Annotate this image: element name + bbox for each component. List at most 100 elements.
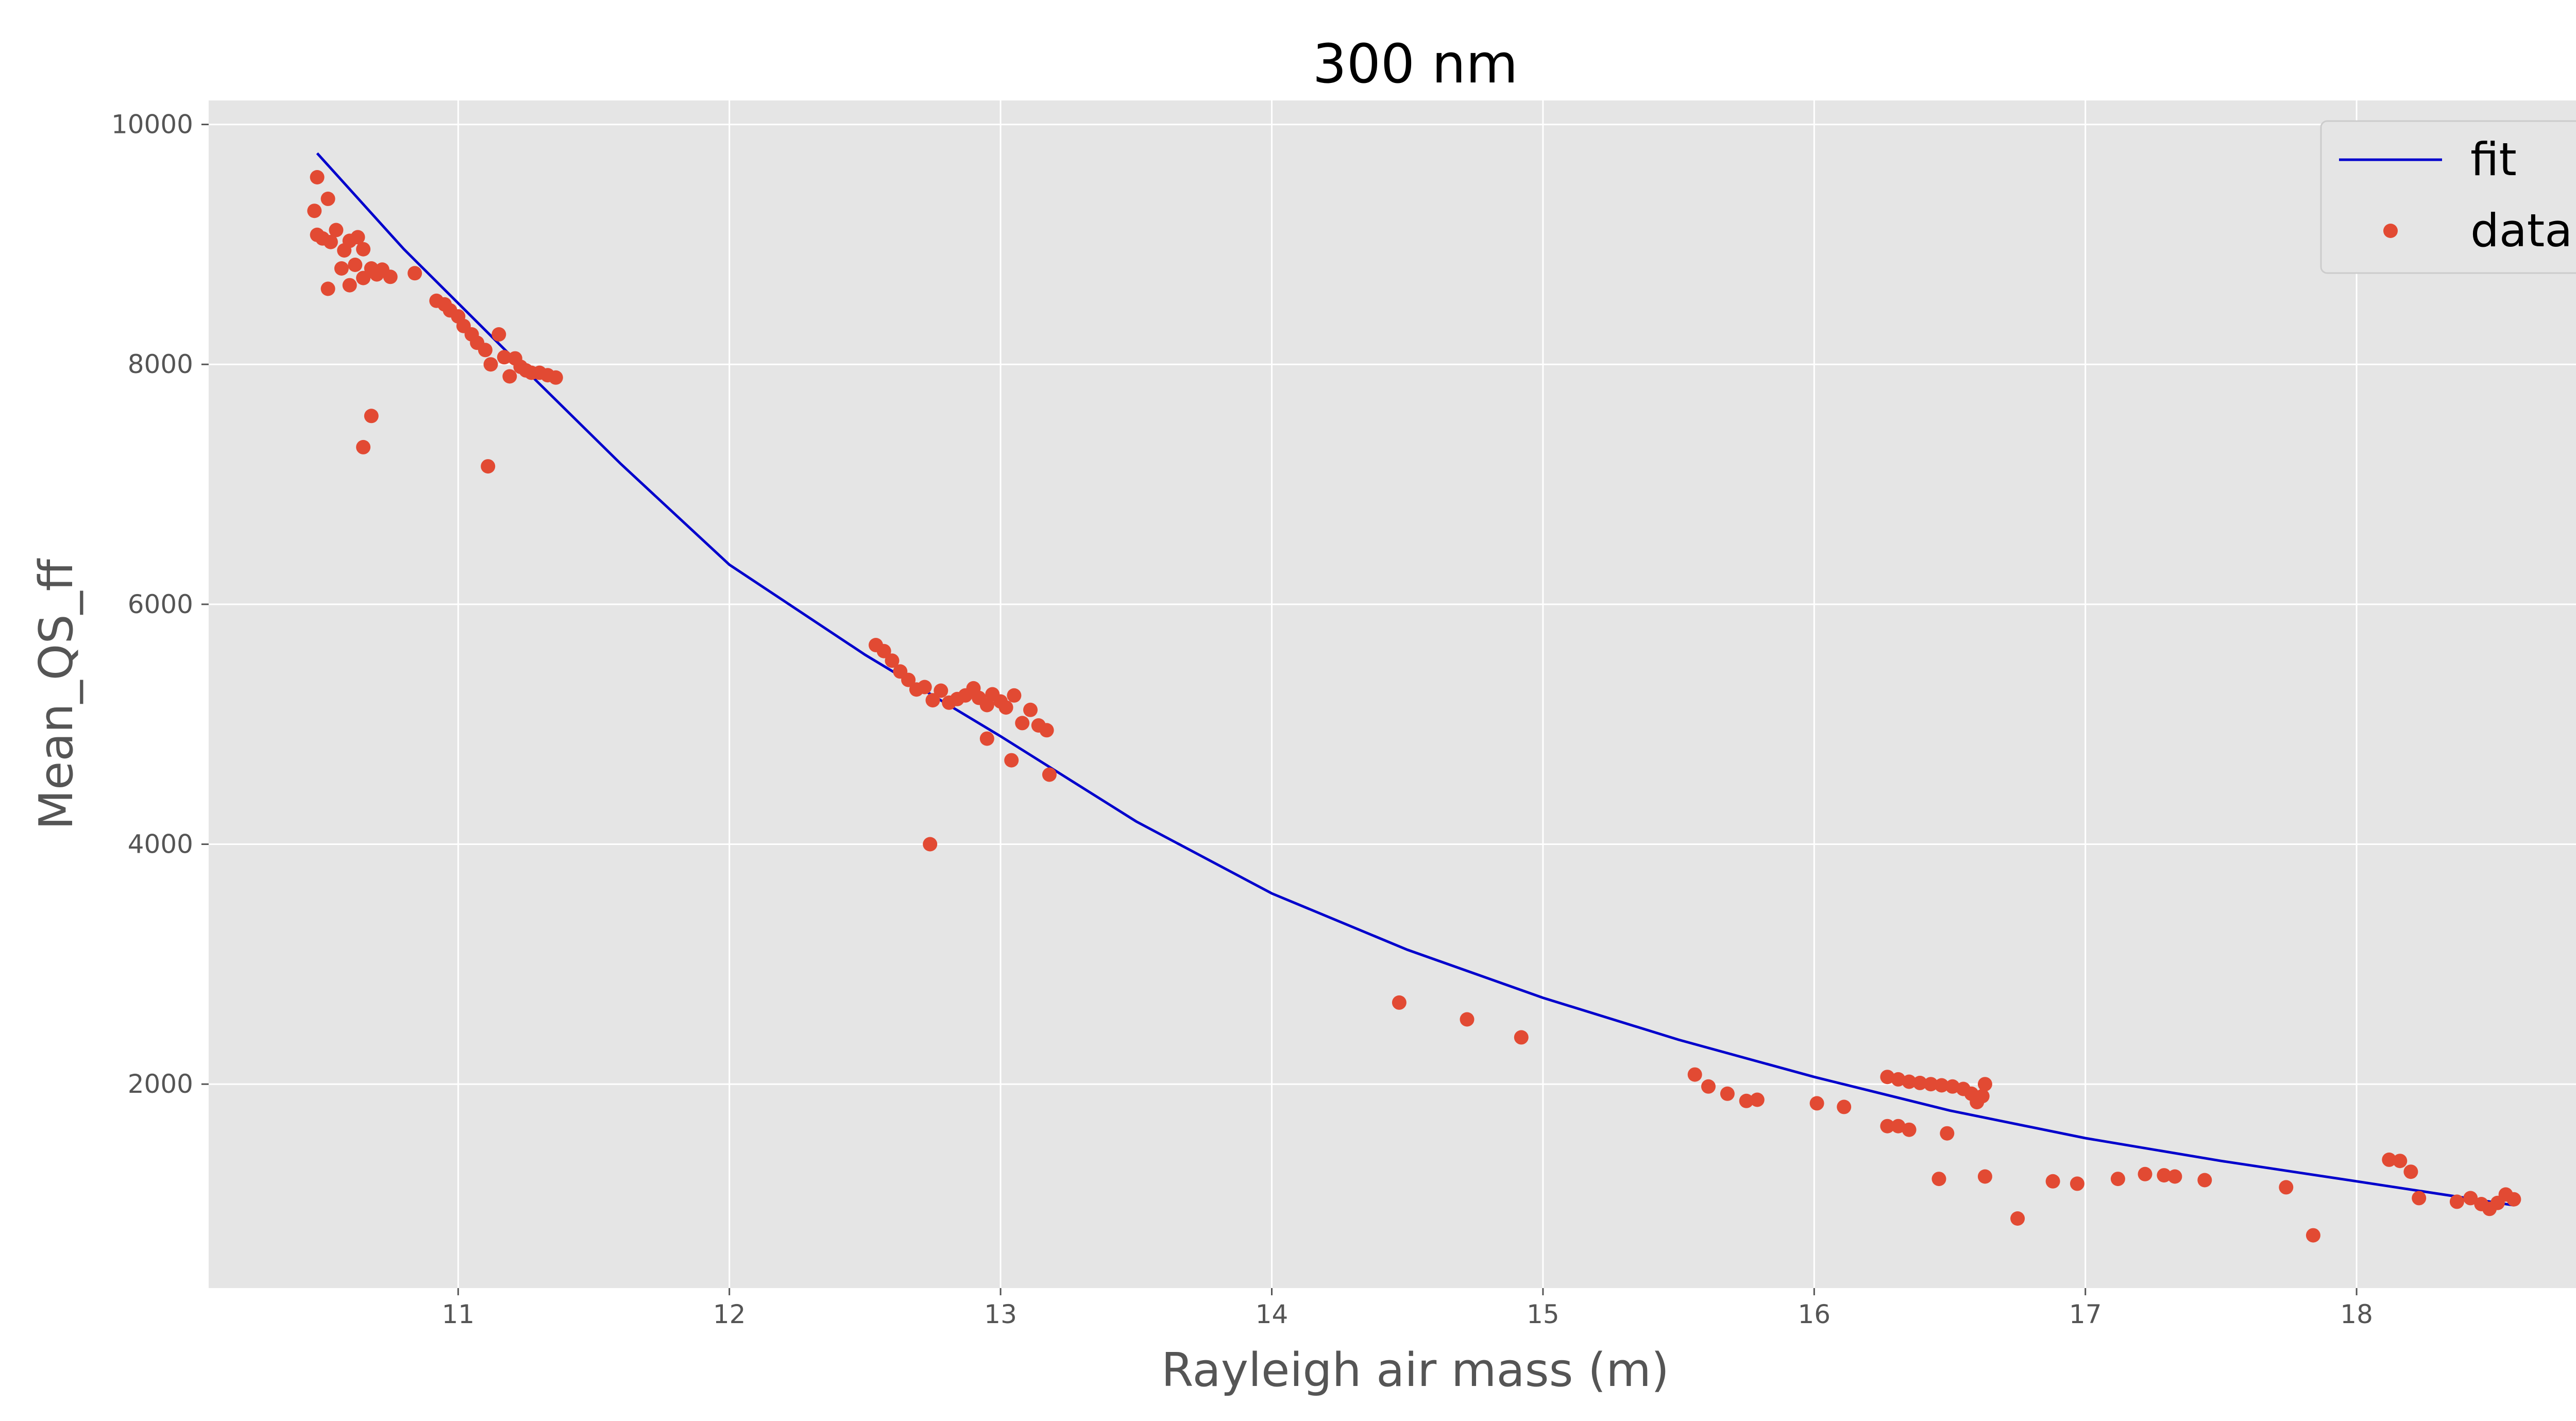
data-point: [383, 269, 398, 284]
data-point: [1880, 1119, 1895, 1134]
data-point: [1750, 1092, 1765, 1107]
data-point: [548, 370, 563, 385]
data-point: [2010, 1211, 2025, 1226]
data-point: [492, 327, 506, 342]
data-point: [1392, 995, 1406, 1010]
data-point: [1720, 1086, 1735, 1101]
data-point: [2412, 1191, 2427, 1206]
data-point: [1902, 1074, 1917, 1089]
data-point: [502, 369, 517, 384]
data-point: [885, 653, 900, 668]
data-point: [1023, 702, 1038, 717]
legend-data-marker: [2383, 224, 2398, 238]
data-point: [1687, 1067, 1702, 1082]
x-tick-label: 16: [1798, 1299, 1831, 1329]
data-point: [923, 837, 938, 852]
data-point: [2393, 1154, 2408, 1169]
legend-data-label: data: [2470, 204, 2572, 257]
x-axis-label: Rayleigh air mass (m): [1161, 1343, 1669, 1397]
plot-area: [209, 100, 2576, 1288]
legend: fit data: [2320, 120, 2576, 274]
data-point: [1891, 1072, 1906, 1087]
data-point: [364, 409, 379, 424]
y-axis: 2000 4000 6000 8000 10000: [111, 110, 209, 1099]
data-point: [998, 700, 1013, 715]
data-point: [1837, 1099, 1852, 1114]
data-point: [1514, 1030, 1529, 1045]
data-point: [979, 731, 994, 746]
data-point: [481, 459, 496, 474]
data-point: [1945, 1079, 1960, 1094]
data-point: [1039, 723, 1054, 738]
data-point: [876, 644, 891, 658]
fit-series: [316, 152, 2514, 1207]
data-point: [1880, 1070, 1895, 1085]
y-tick-label: 6000: [128, 589, 193, 619]
data-point: [2506, 1192, 2521, 1207]
data-point: [483, 357, 498, 372]
data-point: [356, 439, 371, 454]
data-point: [1015, 716, 1030, 731]
x-tick-label: 12: [713, 1299, 746, 1329]
data-point: [323, 234, 338, 249]
data-point: [2382, 1152, 2397, 1167]
data-series: [307, 170, 2521, 1243]
data-point: [334, 261, 349, 276]
data-point: [1931, 1172, 1946, 1187]
data-point: [2157, 1168, 2172, 1183]
y-axis-label: Mean_QS_ff: [29, 558, 83, 830]
data-point: [2463, 1191, 2478, 1206]
y-tick-label: 4000: [128, 830, 193, 859]
data-point: [1004, 753, 1019, 768]
data-point: [342, 278, 357, 293]
fit-line: [316, 152, 2514, 1207]
data-point: [1701, 1079, 1716, 1094]
chart-title: 300 nm: [1313, 32, 1518, 95]
data-point: [2070, 1176, 2084, 1191]
data-point: [1940, 1126, 1955, 1141]
data-point: [2197, 1173, 2212, 1188]
data-point: [356, 242, 371, 257]
data-point: [1739, 1093, 1754, 1108]
data-point: [1042, 767, 1057, 782]
data-point: [934, 683, 948, 698]
data-point: [2449, 1194, 2464, 1209]
data-point: [2403, 1164, 2418, 1179]
data-point: [1891, 1119, 1906, 1134]
data-point: [408, 266, 422, 281]
data-point: [1977, 1169, 1992, 1184]
data-point: [350, 230, 365, 245]
data-point: [925, 693, 940, 708]
x-tick-label: 18: [2340, 1299, 2373, 1329]
data-point: [2306, 1228, 2320, 1243]
x-tick-label: 11: [442, 1299, 474, 1329]
x-axis: 11 12 13 14 15 16 17 18: [442, 1288, 2373, 1329]
y-tick-label: 8000: [128, 349, 193, 379]
data-point: [497, 350, 512, 365]
data-point: [2279, 1180, 2294, 1195]
data-point: [1007, 688, 1022, 703]
x-tick-label: 13: [984, 1299, 1017, 1329]
data-point: [478, 343, 493, 358]
data-point: [2110, 1172, 2125, 1187]
data-point: [320, 281, 335, 296]
data-point: [329, 223, 344, 238]
data-point: [2167, 1169, 2182, 1184]
data-point: [1912, 1075, 1927, 1090]
data-point: [917, 680, 932, 695]
data-point: [1902, 1122, 1917, 1137]
data-point: [320, 191, 335, 206]
y-tick-label: 10000: [111, 110, 193, 140]
data-point: [310, 170, 325, 184]
data-point: [1809, 1096, 1824, 1111]
data-point: [979, 698, 994, 713]
data-point: [1975, 1089, 1990, 1104]
data-point: [1460, 1012, 1475, 1027]
data-point: [2138, 1166, 2153, 1181]
data-point: [2045, 1174, 2060, 1189]
y-tick-label: 2000: [128, 1069, 193, 1099]
legend-fit-label: fit: [2470, 133, 2517, 186]
data-point: [348, 258, 363, 272]
x-tick-label: 15: [1527, 1299, 1560, 1329]
